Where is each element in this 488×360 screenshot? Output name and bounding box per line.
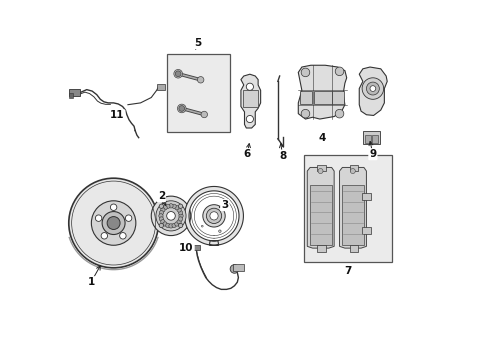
Text: 6: 6 bbox=[243, 149, 250, 159]
Circle shape bbox=[174, 69, 182, 78]
Circle shape bbox=[177, 104, 185, 113]
Circle shape bbox=[175, 71, 181, 77]
Circle shape bbox=[369, 86, 375, 91]
Circle shape bbox=[156, 201, 185, 231]
Circle shape bbox=[161, 220, 164, 224]
Circle shape bbox=[246, 116, 253, 123]
Bar bbox=[192, 245, 200, 250]
Circle shape bbox=[230, 265, 238, 273]
Bar bbox=[242, 90, 257, 107]
Circle shape bbox=[335, 67, 343, 76]
Circle shape bbox=[246, 83, 253, 90]
Polygon shape bbox=[339, 167, 366, 248]
Polygon shape bbox=[349, 165, 357, 171]
Bar bbox=[156, 84, 164, 90]
Text: 7: 7 bbox=[344, 266, 351, 276]
Circle shape bbox=[177, 208, 181, 212]
Text: 9: 9 bbox=[368, 149, 376, 159]
Polygon shape bbox=[184, 186, 243, 245]
Bar bbox=[364, 135, 370, 143]
Circle shape bbox=[172, 204, 176, 208]
Polygon shape bbox=[362, 193, 370, 200]
Circle shape bbox=[178, 217, 183, 221]
Circle shape bbox=[335, 109, 343, 118]
Polygon shape bbox=[241, 74, 260, 128]
Circle shape bbox=[362, 78, 383, 99]
Bar bbox=[233, 264, 244, 271]
Text: 1: 1 bbox=[87, 277, 95, 287]
Polygon shape bbox=[298, 65, 346, 119]
Circle shape bbox=[178, 223, 183, 228]
Circle shape bbox=[120, 233, 126, 239]
Circle shape bbox=[349, 168, 355, 174]
Bar bbox=[371, 135, 377, 143]
Circle shape bbox=[301, 68, 309, 77]
Circle shape bbox=[110, 204, 117, 211]
Circle shape bbox=[206, 208, 221, 224]
Text: 5: 5 bbox=[194, 38, 201, 48]
Circle shape bbox=[168, 204, 173, 208]
Polygon shape bbox=[349, 245, 357, 252]
Text: 8: 8 bbox=[278, 150, 285, 161]
Circle shape bbox=[91, 201, 136, 245]
Circle shape bbox=[166, 212, 175, 220]
Text: 3: 3 bbox=[221, 200, 228, 210]
Circle shape bbox=[168, 224, 173, 228]
Circle shape bbox=[95, 215, 102, 221]
Circle shape bbox=[201, 225, 203, 227]
Text: 2: 2 bbox=[157, 191, 164, 201]
Circle shape bbox=[203, 205, 225, 227]
Bar bbox=[167, 54, 230, 132]
Circle shape bbox=[317, 168, 323, 174]
Bar bbox=[69, 93, 73, 98]
Circle shape bbox=[161, 208, 164, 212]
Circle shape bbox=[174, 206, 179, 210]
Bar bbox=[69, 89, 80, 96]
Circle shape bbox=[125, 215, 132, 221]
Circle shape bbox=[366, 82, 379, 95]
Polygon shape bbox=[317, 165, 325, 171]
Bar bbox=[309, 185, 331, 245]
Circle shape bbox=[163, 206, 167, 210]
Bar bbox=[342, 185, 363, 245]
Circle shape bbox=[197, 77, 203, 83]
Bar bbox=[303, 155, 391, 262]
Text: 11: 11 bbox=[110, 111, 124, 121]
Circle shape bbox=[174, 222, 179, 226]
Circle shape bbox=[177, 220, 181, 224]
Circle shape bbox=[69, 178, 158, 268]
Circle shape bbox=[101, 233, 107, 239]
Circle shape bbox=[165, 223, 170, 228]
Circle shape bbox=[179, 214, 183, 218]
Circle shape bbox=[107, 217, 120, 229]
Circle shape bbox=[151, 196, 190, 235]
Circle shape bbox=[159, 214, 163, 218]
Circle shape bbox=[178, 211, 183, 215]
Bar bbox=[300, 91, 311, 104]
Bar bbox=[362, 131, 379, 144]
Circle shape bbox=[165, 204, 170, 208]
Text: 4: 4 bbox=[318, 133, 325, 143]
Polygon shape bbox=[306, 167, 333, 248]
Circle shape bbox=[172, 223, 176, 228]
Circle shape bbox=[163, 222, 167, 226]
Circle shape bbox=[159, 204, 163, 208]
Bar bbox=[313, 91, 331, 104]
Circle shape bbox=[201, 111, 207, 118]
Circle shape bbox=[178, 204, 183, 208]
Circle shape bbox=[102, 212, 125, 234]
Circle shape bbox=[159, 223, 163, 228]
Circle shape bbox=[159, 211, 163, 215]
Polygon shape bbox=[317, 245, 325, 252]
Circle shape bbox=[159, 217, 163, 221]
Circle shape bbox=[301, 109, 309, 118]
Circle shape bbox=[218, 230, 221, 232]
Circle shape bbox=[209, 212, 218, 220]
Polygon shape bbox=[362, 227, 370, 234]
Polygon shape bbox=[359, 67, 386, 116]
Text: 10: 10 bbox=[179, 243, 193, 253]
Circle shape bbox=[179, 105, 184, 111]
Bar bbox=[332, 91, 344, 104]
